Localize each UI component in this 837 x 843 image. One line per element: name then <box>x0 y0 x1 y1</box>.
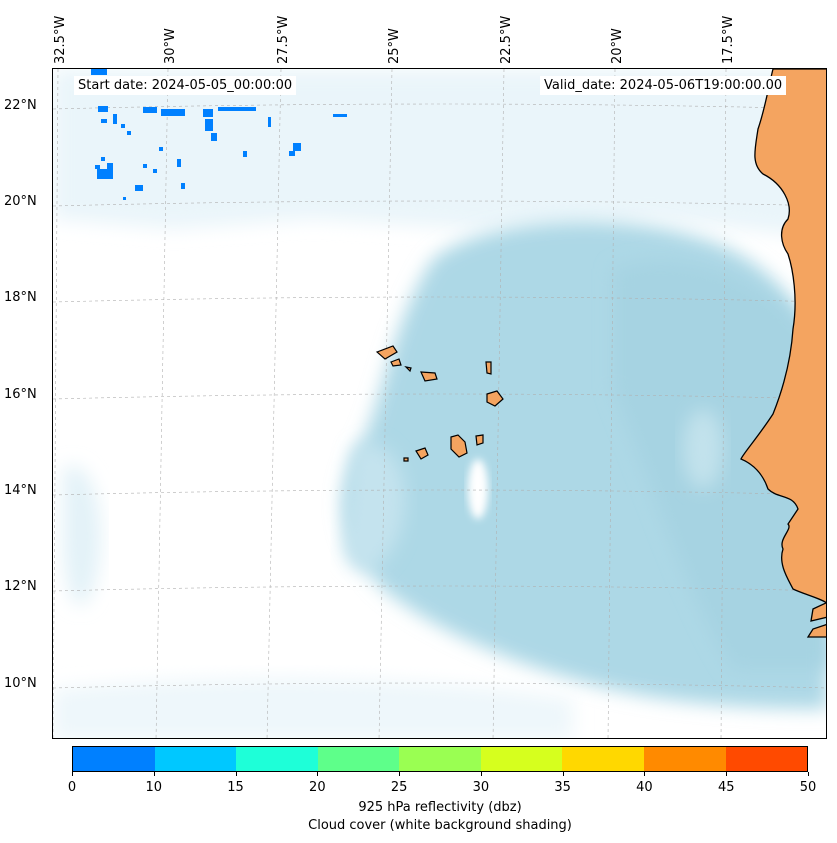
lon-label-17-5w: 17.5°W <box>721 15 736 64</box>
island-boa-vista <box>486 390 504 407</box>
colorbar-tick-label: 20 <box>309 780 326 795</box>
island-sao-nicolau <box>420 371 438 382</box>
lat-label-18n: 18°N <box>4 290 37 305</box>
islands <box>375 345 504 462</box>
island-santo-antao <box>375 345 398 360</box>
colorbar-segment <box>73 747 155 771</box>
lat-label-14n: 14°N <box>4 483 37 498</box>
colorbar-segment <box>643 747 726 771</box>
colorbar-title: 925 hPa reflectivity (dbz) <box>358 800 522 815</box>
colorbar-segment <box>562 747 644 771</box>
colorbar-segment <box>725 747 808 771</box>
start-date-label: Start date: 2024-05-05_00:00:00 <box>74 76 297 95</box>
colorbar-tick-label: 40 <box>636 780 653 795</box>
lon-label-32-5w: 32.5°W <box>53 15 68 64</box>
colorbar-tick-mark <box>235 772 237 776</box>
lat-label-12n: 12°N <box>4 579 37 594</box>
colorbar <box>72 746 808 772</box>
colorbar-tick-label: 25 <box>390 780 408 795</box>
colorbar-segment <box>236 747 318 771</box>
colorbar-tick-mark <box>562 772 564 776</box>
colorbar-tick-mark <box>399 772 401 776</box>
graticule <box>53 69 826 738</box>
colorbar-tick-mark <box>644 772 646 776</box>
island-maio <box>475 434 484 446</box>
map-panel <box>52 68 827 739</box>
colorbar-tick-mark <box>480 772 482 776</box>
colorbar-tick-label: 15 <box>227 780 244 795</box>
island-fogo <box>415 447 429 460</box>
island-santa-luzia <box>404 366 412 373</box>
colorbar-tick-label: 50 <box>799 780 817 795</box>
lat-label-10n: 10°N <box>4 676 37 691</box>
island-sao-vicente <box>390 358 402 367</box>
lon-label-25w: 25°W <box>387 28 402 64</box>
colorbar-tick-mark <box>808 772 809 776</box>
colorbar-tick-mark <box>72 772 73 776</box>
colorbar-tick-label: 35 <box>554 780 571 795</box>
colorbar-segment <box>399 747 481 771</box>
colorbar-tick-mark <box>317 772 319 776</box>
island-santiago <box>450 434 468 458</box>
cloud-cover-shading <box>53 69 826 738</box>
map-canvas <box>53 69 826 738</box>
lon-label-22-5w: 22.5°W <box>499 15 514 64</box>
island-brava <box>403 457 409 462</box>
colorbar-tick-label: 30 <box>472 780 490 795</box>
lat-label-22n: 22°N <box>4 98 37 113</box>
colorbar-segment <box>317 747 400 771</box>
lon-label-20w: 20°W <box>610 28 625 64</box>
lon-label-30w: 30°W <box>163 28 178 64</box>
colorbar-tick-label: 0 <box>67 780 77 795</box>
island-sal <box>485 361 492 375</box>
lat-label-16n: 16°N <box>4 387 37 402</box>
colorbar-tick-mark <box>153 772 155 776</box>
lat-label-20n: 20°N <box>4 194 37 209</box>
colorbar-subtitle: Cloud cover (white background shading) <box>308 818 572 833</box>
valid-date-label: Valid_date: 2024-05-06T19:00:00.00 <box>540 76 787 95</box>
colorbar-tick-mark <box>726 772 728 776</box>
colorbar-tick-label: 45 <box>717 780 735 795</box>
colorbar-segment <box>154 747 237 771</box>
reflectivity-patches <box>91 69 347 200</box>
land-africa <box>740 69 826 638</box>
colorbar-tick-label: 10 <box>145 780 163 795</box>
colorbar-segment <box>480 747 563 771</box>
lon-label-27-5w: 27.5°W <box>276 15 291 64</box>
